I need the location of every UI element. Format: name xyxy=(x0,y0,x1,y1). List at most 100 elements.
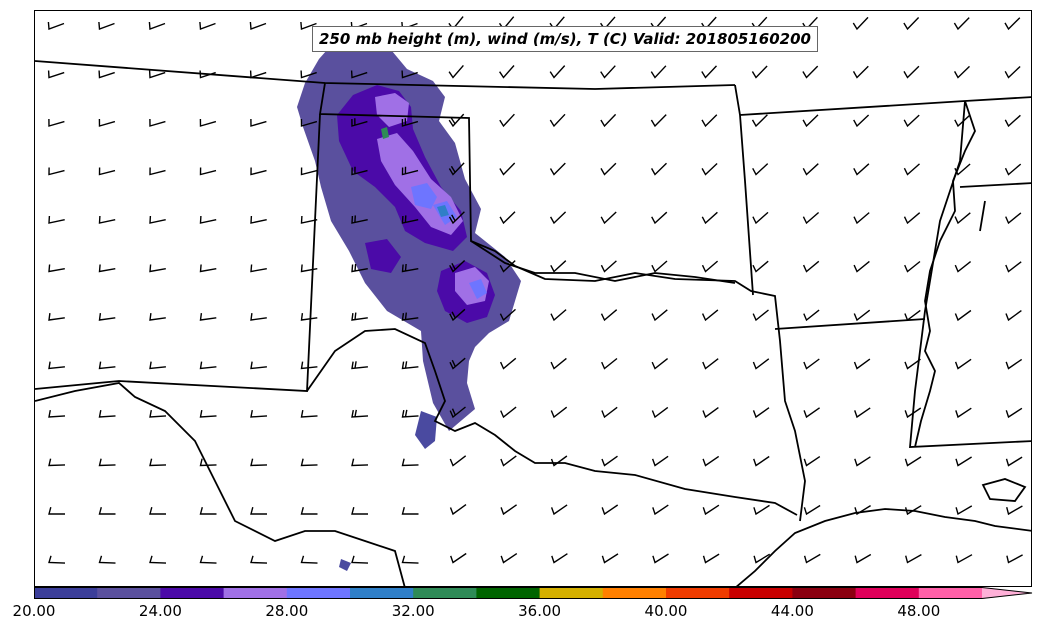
wind-barb xyxy=(600,113,617,128)
wind-barb xyxy=(954,163,971,176)
wind-barb xyxy=(651,358,669,370)
wind-barb xyxy=(853,309,871,322)
wind-barb xyxy=(601,357,618,370)
wind-barb xyxy=(250,167,267,176)
colorbar-bin xyxy=(350,587,414,599)
wind-barb xyxy=(651,406,669,419)
colorbar-outline xyxy=(34,587,1033,599)
mississippi-river xyxy=(914,100,976,448)
wind-barb xyxy=(802,260,820,273)
state-border-missouri-south xyxy=(739,96,1031,116)
wind-barb xyxy=(449,308,466,322)
wind-barb xyxy=(854,553,872,564)
wind-barb xyxy=(98,507,116,515)
wind-barb xyxy=(149,507,166,515)
wind-barb xyxy=(48,409,66,418)
wind-barb xyxy=(48,118,65,127)
wind-barb xyxy=(499,162,516,176)
wind-barb xyxy=(550,504,568,516)
wind-barb xyxy=(600,162,617,176)
wind-barb xyxy=(48,264,65,273)
wind-barb xyxy=(401,263,419,273)
wind-barb xyxy=(1005,212,1022,225)
wind-barb xyxy=(853,212,870,225)
wind-barb xyxy=(401,166,419,176)
wind-barb xyxy=(149,409,167,418)
state-border-mississippi xyxy=(909,100,1031,448)
wind-barb xyxy=(903,65,920,79)
wind-barb xyxy=(199,507,217,515)
colorbar-bin xyxy=(855,587,920,599)
wind-barb xyxy=(47,70,65,79)
wind-barb xyxy=(149,215,166,224)
wind-barb xyxy=(149,313,166,321)
wind-barb xyxy=(300,313,318,321)
wind-barb xyxy=(752,260,769,273)
wind-barb xyxy=(448,211,465,225)
wind-barb xyxy=(300,167,318,176)
wind-barb xyxy=(853,163,870,176)
wind-barb xyxy=(551,553,568,564)
wind-barb xyxy=(600,65,616,79)
wind-barb xyxy=(549,65,566,79)
wind-barb xyxy=(98,458,116,467)
wind-barb xyxy=(549,162,566,176)
wind-barb xyxy=(904,358,921,370)
state-border-texas-panhandle xyxy=(306,328,798,516)
wind-barb xyxy=(953,17,970,31)
mexico-border xyxy=(35,382,406,586)
lake-okeechobee xyxy=(981,478,1027,502)
wind-barb xyxy=(955,505,973,516)
wind-barb xyxy=(149,555,167,564)
colorbar-bins xyxy=(34,587,1033,599)
wind-barb xyxy=(300,507,318,515)
wind-barb xyxy=(98,70,115,79)
colorbar-bin xyxy=(792,587,857,599)
wind-barb xyxy=(401,361,419,370)
wind-barb xyxy=(500,455,517,467)
wind-barb xyxy=(954,309,972,322)
wind-barb xyxy=(449,357,466,370)
wind-barb xyxy=(500,553,518,564)
wind-barb xyxy=(351,263,368,273)
wind-barb xyxy=(549,211,567,225)
wind-barb xyxy=(449,259,466,273)
wind-barb xyxy=(955,407,972,419)
wind-barb xyxy=(199,361,217,370)
wind-barb xyxy=(448,113,465,128)
wind-barb xyxy=(752,358,770,370)
wind-barb xyxy=(450,552,467,564)
wind-barb xyxy=(401,507,419,515)
temperature-contour-32 xyxy=(437,205,449,217)
wind-barb xyxy=(449,504,467,516)
wind-barb xyxy=(250,507,267,515)
wind-barb xyxy=(1005,261,1022,273)
wind-barb xyxy=(499,113,515,128)
temperature-contour-30c xyxy=(469,279,487,299)
wind-barb xyxy=(802,114,819,128)
wind-barb xyxy=(1005,456,1023,467)
wind-barb xyxy=(351,458,369,467)
wind-barb xyxy=(148,21,166,30)
wind-barb xyxy=(853,358,871,370)
wind-barb xyxy=(600,260,617,273)
wind-barb xyxy=(903,17,920,31)
wind-barb xyxy=(1005,358,1023,370)
state-border-alabama xyxy=(979,200,986,232)
wind-barb xyxy=(701,260,719,273)
wind-barb xyxy=(199,21,216,30)
colorbar-bin xyxy=(97,587,161,599)
wind-barb xyxy=(98,264,116,273)
wind-barb xyxy=(401,215,419,224)
wind-barb xyxy=(98,215,116,224)
wind-barb xyxy=(249,21,267,30)
wind-barb xyxy=(752,211,769,225)
wind-barb xyxy=(351,215,368,224)
wind-barb xyxy=(854,407,871,419)
wind-barb xyxy=(351,312,368,321)
wind-barb xyxy=(250,409,268,418)
wind-barb xyxy=(904,505,922,516)
wind-barb xyxy=(448,64,464,79)
wind-barb xyxy=(650,65,667,79)
wind-barb xyxy=(905,553,922,564)
